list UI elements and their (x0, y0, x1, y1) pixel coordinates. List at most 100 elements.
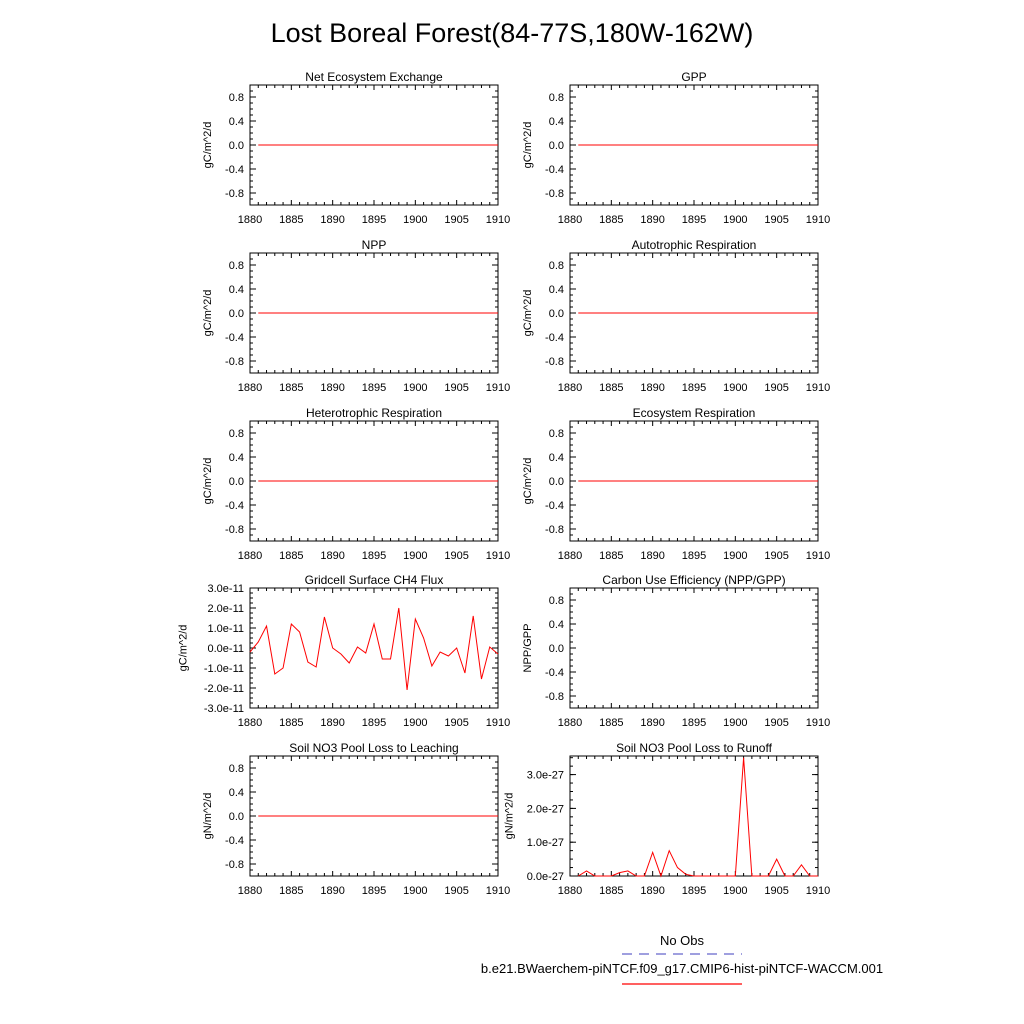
panel: NPP 1880 1885 1890 1895 1900 1905 1910 -0.8 -0.4 0… (202, 238, 510, 394)
x-tick-label: 1890 (640, 550, 664, 562)
y-tick-label: 3.0e-27 (527, 770, 564, 782)
y-tick-label: -0.4 (225, 500, 244, 512)
x-tick-label: 1900 (723, 550, 747, 562)
y-tick-label: 0.8 (229, 763, 244, 775)
y-axis-label: gC/m^2/d (177, 625, 189, 672)
y-axis-label: gC/m^2/d (522, 290, 534, 337)
y-tick-label: 1.0e-11 (208, 623, 245, 635)
y-tick-label: -0.4 (545, 667, 564, 679)
y-tick-label: 0.4 (229, 284, 244, 296)
x-tick-label: 1885 (279, 214, 303, 226)
x-tick-label: 1885 (599, 550, 623, 562)
x-tick-label: 1880 (238, 550, 262, 562)
x-tick-label: 1885 (599, 885, 623, 897)
x-tick-label: 1910 (806, 885, 830, 897)
panel-title: Ecosystem Respiration (633, 406, 756, 420)
panel: Soil NO3 Pool Loss to Runoff 1880 1885 1890… (504, 741, 831, 897)
y-tick-label: 0.4 (229, 116, 244, 128)
y-tick-label: 0.0 (229, 308, 244, 320)
y-tick-label: -0.4 (545, 164, 564, 176)
x-tick-label: 1890 (640, 717, 664, 729)
y-tick-label: 0.4 (229, 787, 244, 799)
x-tick-label: 1890 (320, 885, 344, 897)
x-tick-label: 1885 (279, 717, 303, 729)
y-tick-label: 0.0e-27 (527, 871, 564, 883)
x-tick-label: 1880 (558, 382, 582, 394)
x-tick-label: 1910 (486, 382, 510, 394)
x-tick-label: 1910 (806, 214, 830, 226)
panel: Autotrophic Respiration 1880 1885 1890 1895 1… (522, 238, 830, 394)
x-tick-label: 1910 (486, 550, 510, 562)
y-tick-label: -0.8 (545, 188, 564, 200)
x-tick-label: 1905 (444, 550, 468, 562)
panel-title: GPP (681, 70, 706, 84)
y-tick-label: -0.8 (545, 356, 564, 368)
x-tick-label: 1900 (723, 214, 747, 226)
y-tick-label: 0.0 (549, 140, 564, 152)
y-tick-label: 1.0e-27 (527, 837, 564, 849)
x-tick-label: 1900 (403, 550, 427, 562)
y-tick-label: 0.8 (549, 260, 564, 272)
x-tick-label: 1895 (682, 382, 706, 394)
x-tick-label: 1885 (599, 382, 623, 394)
x-tick-label: 1900 (403, 214, 427, 226)
y-axis-label: gC/m^2/d (202, 290, 214, 337)
x-tick-label: 1890 (640, 885, 664, 897)
y-tick-label: 0.0 (229, 140, 244, 152)
x-tick-label: 1880 (558, 214, 582, 226)
legend-model-label: b.e21.BWaerchem-piNTCF.f09_g17.CMIP6-his… (481, 961, 883, 976)
x-tick-label: 1900 (403, 885, 427, 897)
y-tick-label: 0.0 (549, 308, 564, 320)
x-tick-label: 1880 (558, 550, 582, 562)
y-tick-label: -0.8 (225, 188, 244, 200)
y-tick-label: 0.8 (229, 260, 244, 272)
panels: Net Ecosystem Exchange 1880 1885 1890 1895 19… (177, 70, 830, 897)
x-tick-label: 1880 (238, 885, 262, 897)
y-axis-label: gC/m^2/d (522, 458, 534, 505)
panel-title: Heterotrophic Respiration (306, 406, 442, 420)
x-tick-label: 1910 (486, 214, 510, 226)
x-tick-label: 1900 (403, 717, 427, 729)
y-tick-label: -0.8 (225, 356, 244, 368)
x-tick-label: 1880 (238, 382, 262, 394)
x-tick-label: 1885 (599, 717, 623, 729)
x-tick-label: 1895 (362, 214, 386, 226)
x-tick-label: 1880 (558, 717, 582, 729)
x-tick-label: 1900 (403, 382, 427, 394)
y-tick-label: 0.0 (229, 476, 244, 488)
x-tick-label: 1905 (764, 214, 788, 226)
x-tick-label: 1910 (486, 717, 510, 729)
y-tick-label: 0.4 (549, 452, 564, 464)
plot-frame (569, 587, 819, 709)
x-tick-label: 1910 (806, 382, 830, 394)
x-tick-label: 1880 (558, 885, 582, 897)
x-tick-label: 1890 (640, 382, 664, 394)
y-tick-label: -0.4 (545, 500, 564, 512)
panel: Gridcell Surface CH4 Flux 1880 1885 1890 189… (177, 573, 510, 729)
y-tick-label: 0.4 (229, 452, 244, 464)
y-tick-label: -0.4 (545, 332, 564, 344)
x-tick-label: 1900 (723, 885, 747, 897)
y-tick-label: -2.0e-11 (204, 683, 244, 695)
y-tick-label: 0.0e-11 (208, 643, 245, 655)
panel-title: Soil NO3 Pool Loss to Runoff (616, 741, 773, 755)
y-tick-label: 0.4 (549, 116, 564, 128)
x-tick-label: 1905 (764, 885, 788, 897)
x-tick-label: 1885 (279, 382, 303, 394)
x-tick-label: 1910 (806, 550, 830, 562)
figure-title: Lost Boreal Forest(84-77S,180W-162W) (271, 18, 754, 48)
x-tick-label: 1900 (723, 382, 747, 394)
legend-obs-label: No Obs (660, 933, 705, 948)
panel-title: Autotrophic Respiration (632, 238, 757, 252)
x-tick-label: 1885 (279, 550, 303, 562)
x-tick-label: 1905 (444, 214, 468, 226)
y-axis-label: NPP/GPP (522, 624, 534, 673)
y-tick-label: 0.4 (549, 619, 564, 631)
x-tick-label: 1890 (320, 214, 344, 226)
x-tick-label: 1900 (723, 717, 747, 729)
y-axis-label: gC/m^2/d (202, 122, 214, 169)
panel: Soil NO3 Pool Loss to Leaching 1880 1885 18… (202, 741, 510, 897)
y-tick-label: -0.8 (225, 524, 244, 536)
panel: Carbon Use Efficiency (NPP/GPP) 1880 1885 1… (522, 573, 830, 729)
